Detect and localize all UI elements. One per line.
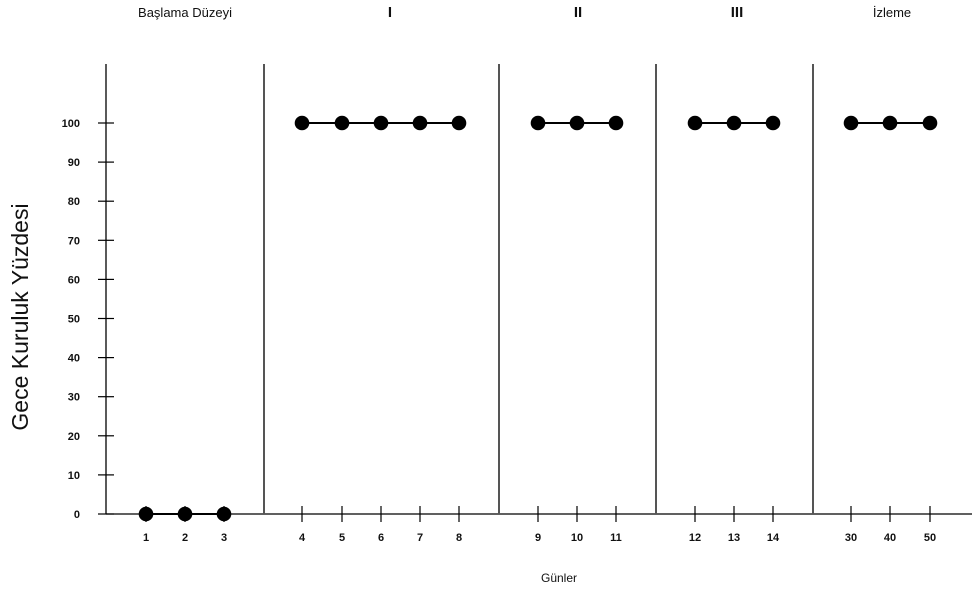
data-point-day-50 xyxy=(922,115,938,131)
x-tick-label-5: 5 xyxy=(339,532,345,544)
x-tick-label-6: 6 xyxy=(378,532,384,544)
axis-layer xyxy=(98,64,972,522)
x-axis-title: Günler xyxy=(541,571,577,585)
phase-label-2: I xyxy=(388,4,392,21)
y-tick-label-70: 70 xyxy=(68,235,80,247)
data-point-day-8 xyxy=(451,115,467,131)
series-layer xyxy=(138,115,938,522)
y-tick-label-10: 10 xyxy=(68,470,80,482)
phase-separators-layer xyxy=(263,64,814,514)
data-point-day-2 xyxy=(177,506,193,522)
x-tick-label-8: 8 xyxy=(456,532,462,544)
data-point-day-7 xyxy=(412,115,428,131)
y-tick-label-90: 90 xyxy=(68,157,80,169)
y-tick-label-40: 40 xyxy=(68,353,80,365)
x-tick-label-2: 2 xyxy=(182,532,188,544)
data-point-day-5 xyxy=(334,115,350,131)
data-point-day-4 xyxy=(294,115,310,131)
phase-label-5: İzleme xyxy=(873,5,911,20)
data-point-day-10 xyxy=(569,115,585,131)
data-point-day-1 xyxy=(138,506,154,522)
y-tick-label-100: 100 xyxy=(62,118,80,130)
phase-label-4: III xyxy=(731,4,744,21)
data-point-day-3 xyxy=(216,506,232,522)
x-tick-label-12: 12 xyxy=(689,532,701,544)
data-point-day-14 xyxy=(765,115,781,131)
y-tick-label-80: 80 xyxy=(68,196,80,208)
phase-label-3: II xyxy=(574,4,582,21)
x-tick-label-4: 4 xyxy=(299,532,306,544)
data-point-day-13 xyxy=(726,115,742,131)
data-point-day-6 xyxy=(373,115,389,131)
data-point-day-12 xyxy=(687,115,703,131)
y-axis-title: Gece Kuruluk Yüzdesi xyxy=(7,203,33,430)
y-tick-label-30: 30 xyxy=(68,392,80,404)
y-tick-label-60: 60 xyxy=(68,274,80,286)
x-tick-label-50: 50 xyxy=(924,532,936,544)
data-point-day-9 xyxy=(530,115,546,131)
x-tick-label-10: 10 xyxy=(571,532,583,544)
x-tick-label-13: 13 xyxy=(728,532,740,544)
y-tick-label-20: 20 xyxy=(68,431,80,443)
phase-label-1: Başlama Düzeyi xyxy=(138,5,232,20)
x-tick-label-30: 30 xyxy=(845,532,857,544)
data-point-day-40 xyxy=(882,115,898,131)
x-tick-label-11: 11 xyxy=(610,532,622,544)
data-point-day-11 xyxy=(608,115,624,131)
y-tick-label-50: 50 xyxy=(68,314,80,326)
data-point-day-30 xyxy=(843,115,859,131)
x-tick-label-9: 9 xyxy=(535,532,541,544)
y-tick-label-0: 0 xyxy=(74,509,80,521)
x-tick-label-1: 1 xyxy=(143,532,149,544)
x-tick-label-7: 7 xyxy=(417,532,423,544)
x-tick-label-14: 14 xyxy=(767,532,780,544)
x-tick-label-40: 40 xyxy=(884,532,896,544)
x-tick-label-3: 3 xyxy=(221,532,227,544)
